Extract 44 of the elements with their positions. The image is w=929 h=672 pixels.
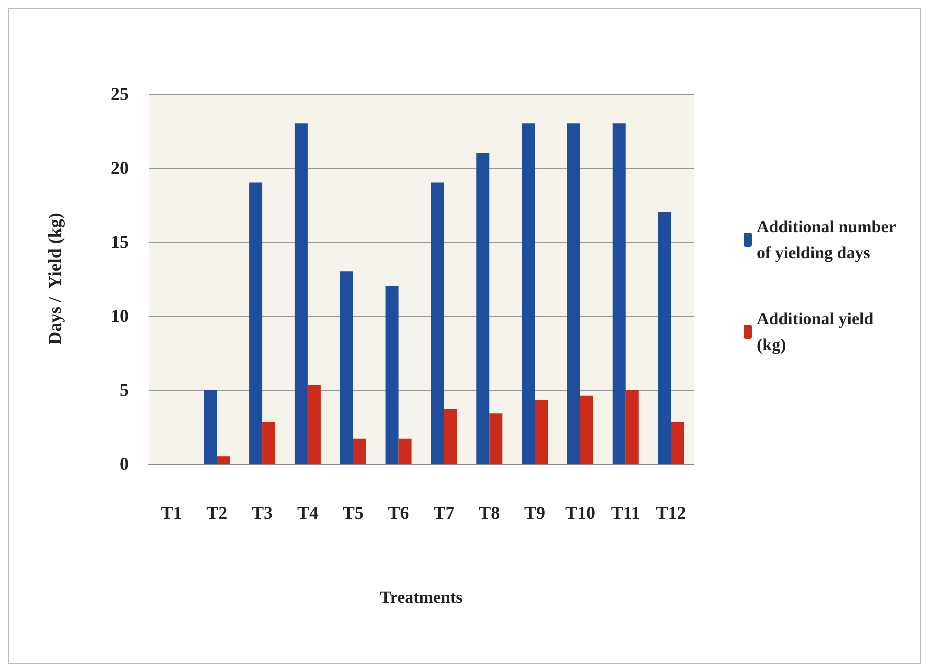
bar bbox=[444, 409, 458, 464]
x-tick-label: T7 bbox=[434, 503, 455, 523]
bar bbox=[340, 272, 354, 464]
x-tick-label: T11 bbox=[611, 503, 640, 523]
bar bbox=[398, 438, 412, 464]
bar bbox=[535, 400, 548, 464]
y-axis-title: Days / Yield (kg) bbox=[45, 213, 65, 345]
x-tick-label: T5 bbox=[342, 503, 364, 523]
x-tick-label: T10 bbox=[565, 503, 596, 523]
bar bbox=[476, 153, 490, 464]
bar bbox=[204, 390, 218, 464]
x-tick-label: T4 bbox=[297, 503, 318, 523]
y-tick-label: 15 bbox=[111, 232, 129, 252]
x-tick-label: T8 bbox=[479, 503, 500, 523]
legend-label: Additional yield (kg) bbox=[757, 310, 878, 354]
bar bbox=[308, 386, 321, 464]
x-axis-title: Treatments bbox=[380, 588, 464, 607]
bar bbox=[580, 396, 594, 464]
y-tick-label: 0 bbox=[120, 454, 129, 474]
bar bbox=[250, 182, 263, 464]
x-tick-label: T3 bbox=[252, 503, 274, 523]
x-tick-label: T6 bbox=[388, 503, 410, 523]
bar bbox=[522, 124, 536, 464]
bar bbox=[353, 438, 366, 464]
bar bbox=[262, 422, 276, 464]
bar bbox=[217, 456, 230, 464]
bar bbox=[490, 414, 503, 464]
x-tick-label: T12 bbox=[656, 503, 686, 523]
bar bbox=[431, 182, 444, 464]
bar bbox=[567, 124, 580, 464]
bar bbox=[658, 212, 672, 464]
y-tick-label: 5 bbox=[120, 380, 129, 400]
x-tick-label: T2 bbox=[206, 503, 228, 523]
bar bbox=[386, 286, 399, 464]
bar bbox=[294, 124, 308, 464]
y-tick-label: 25 bbox=[111, 84, 129, 104]
x-tick-label: T1 bbox=[161, 503, 182, 523]
bar bbox=[626, 390, 639, 464]
y-tick-label: 10 bbox=[111, 306, 129, 326]
x-tick-label: T9 bbox=[524, 503, 546, 523]
legend-label: Additional number of yielding days bbox=[757, 218, 900, 262]
bar bbox=[671, 422, 684, 464]
bar bbox=[612, 124, 626, 464]
y-tick-label: 20 bbox=[111, 158, 129, 178]
